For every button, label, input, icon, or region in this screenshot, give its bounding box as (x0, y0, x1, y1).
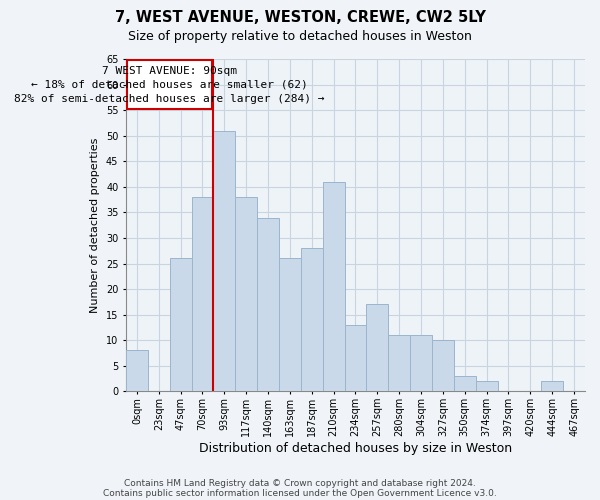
Text: 7, WEST AVENUE, WESTON, CREWE, CW2 5LY: 7, WEST AVENUE, WESTON, CREWE, CW2 5LY (115, 10, 485, 25)
Bar (454, 376, 476, 392)
Text: Contains HM Land Registry data © Crown copyright and database right 2024.: Contains HM Land Registry data © Crown c… (124, 478, 476, 488)
X-axis label: Distribution of detached houses by size in Weston: Distribution of detached houses by size … (199, 442, 512, 455)
Bar (410, 335, 432, 392)
Bar (257, 218, 279, 392)
Bar (235, 197, 257, 392)
FancyBboxPatch shape (127, 60, 212, 109)
Bar (191, 197, 214, 392)
Bar (301, 248, 323, 392)
Bar (367, 304, 388, 392)
Bar (541, 381, 563, 392)
Text: Size of property relative to detached houses in Weston: Size of property relative to detached ho… (128, 30, 472, 43)
Bar (432, 340, 454, 392)
Bar (388, 335, 410, 392)
Y-axis label: Number of detached properties: Number of detached properties (90, 138, 100, 313)
Text: 7 WEST AVENUE: 90sqm
← 18% of detached houses are smaller (62)
82% of semi-detac: 7 WEST AVENUE: 90sqm ← 18% of detached h… (14, 66, 325, 104)
Text: Contains public sector information licensed under the Open Government Licence v3: Contains public sector information licen… (103, 488, 497, 498)
Bar (170, 258, 191, 392)
Bar (323, 182, 344, 392)
Bar (344, 325, 367, 392)
Bar (214, 130, 235, 392)
Bar (126, 350, 148, 392)
Bar (279, 258, 301, 392)
Bar (476, 381, 497, 392)
